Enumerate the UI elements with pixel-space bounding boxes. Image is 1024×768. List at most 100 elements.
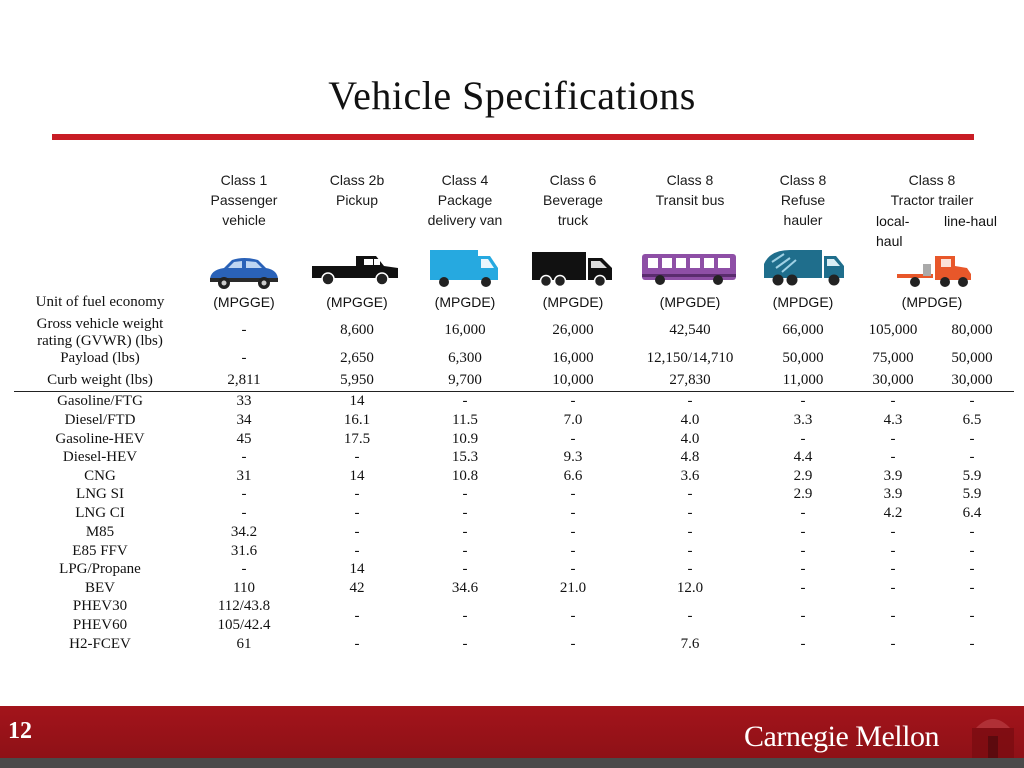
table-divider [14,391,1014,392]
table-cell: 3.6 [680,468,700,484]
table-cell: 2.9 [793,468,813,484]
table-cell: 50,000 [782,350,824,366]
table-cell: - [890,543,896,559]
column-header-line: Class 8 [779,172,827,188]
table-cell: - [890,393,896,409]
table-cell: 105/42.4 [217,617,271,633]
table-cell: - [570,505,576,521]
table-cell: - [800,636,806,652]
car-icon [206,256,282,295]
column-header: Class 8 Transit bus [620,170,760,210]
subheader-line: local- [876,213,910,229]
table-cell: - [241,505,247,521]
table-cell: 2,811 [227,372,261,388]
table-cell: - [969,561,975,577]
table-cell: - [570,393,576,409]
row-label: Gross vehicle weight rating (GVWR) (lbs) [20,316,180,350]
row-label: LNG CI [75,505,125,521]
table-cell: 6.6 [563,468,583,484]
pickup-truck-icon [310,252,400,291]
table-cell: - [354,505,360,521]
row-label: Payload (lbs) [60,350,140,366]
table-cell: - [241,486,247,502]
table-cell: - [354,636,360,652]
table-cell: 17.5 [343,431,371,447]
tower-logo-icon [972,719,1014,758]
table-cell: 61 [236,636,252,652]
column-header: Class 1 Passenger vehicle [174,170,314,230]
table-cell: - [969,393,975,409]
table-cell: - [570,561,576,577]
table-cell: - [800,505,806,521]
column-header: Class 2b Pickup [287,170,427,210]
table-cell: 34 [236,412,252,428]
slide-title: Vehicle Specifications [328,73,696,118]
table-cell: - [969,580,975,596]
table-cell: - [969,431,975,447]
table-cell: - [570,486,576,502]
table-cell: 21.0 [559,580,587,596]
table-cell: 9.3 [563,449,583,465]
table-cell: 5,950 [340,372,374,388]
table-cell: 105,000 [868,322,918,338]
row-label-line: rating (GVWR) (lbs) [37,333,163,349]
table-cell: - [800,524,806,540]
table-cell: 80,000 [951,322,993,338]
table-cell: - [462,608,468,624]
tractor-trailer-icon [895,252,973,295]
table-cell: - [570,608,576,624]
table-cell: 33 [236,393,252,409]
table-cell: - [969,449,975,465]
column-header: Class 8 Refuse hauler [733,170,873,230]
table-cell: - [462,393,468,409]
table-cell: 9,700 [448,372,482,388]
table-cell: 2,650 [340,350,374,366]
table-cell: - [241,561,247,577]
table-cell: 4.8 [680,449,700,465]
table-cell: - [890,524,896,540]
table-cell: 10.9 [451,431,479,447]
column-header-line: Class 6 [549,172,597,188]
table-cell: - [462,524,468,540]
table-cell: 4.0 [680,412,700,428]
table-cell: - [241,449,247,465]
table-cell: - [687,505,693,521]
table-cell: 6.4 [962,505,982,521]
table-cell: 11.5 [452,412,478,428]
table-cell: 66,000 [782,322,824,338]
table-cell: - [462,561,468,577]
row-label: Unit of fuel economy [35,294,165,310]
table-cell: 42,540 [669,322,711,338]
table-cell: 42 [349,580,365,596]
row-label: BEV [85,580,115,596]
table-cell: 5.9 [962,486,982,502]
row-label: PHEV30 [72,598,128,614]
table-cell: - [687,543,693,559]
unit-cell: (MPDGE) [901,294,963,310]
unit-cell: (MPGGE) [213,294,275,310]
unit-cell: (MPGDE) [659,294,721,310]
table-cell: - [570,636,576,652]
table-cell: - [890,561,896,577]
title-underline [52,134,974,140]
table-cell: 45 [236,431,252,447]
table-cell: - [462,636,468,652]
column-header-line: Class 4 [441,172,489,188]
table-cell: 14 [349,468,365,484]
row-label: E85 FFV [72,543,128,559]
table-cell: 30,000 [951,372,993,388]
table-cell: 112/43.8 [217,598,271,614]
column-header-line: Package [437,192,493,208]
table-cell: - [687,561,693,577]
table-cell: - [800,608,806,624]
table-cell: - [800,561,806,577]
table-cell: 30,000 [872,372,914,388]
table-cell: 27,830 [669,372,711,388]
table-cell: 16.1 [343,412,371,428]
table-cell: 16,000 [552,350,594,366]
row-label-line: Gross vehicle weight [36,316,164,332]
table-cell: 14 [349,561,365,577]
table-cell: - [890,580,896,596]
table-cell: - [354,543,360,559]
column-header-line: Tractor trailer [890,192,974,208]
